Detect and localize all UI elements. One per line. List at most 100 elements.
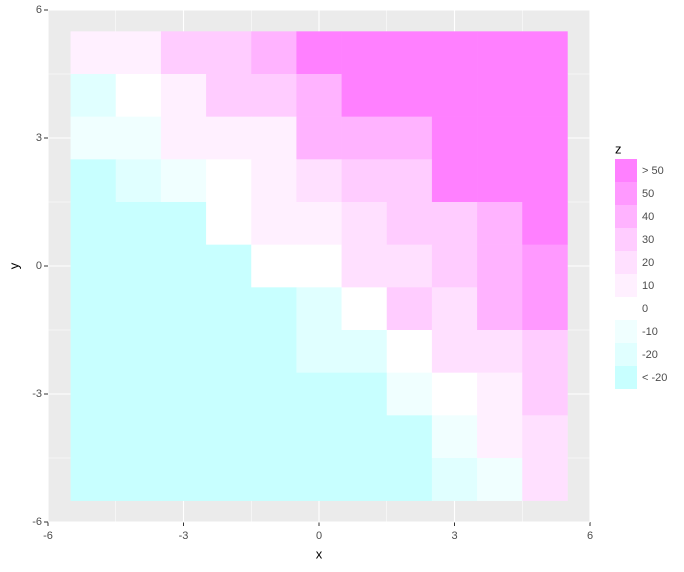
tile	[341, 287, 388, 331]
tile	[160, 330, 207, 373]
legend-key	[615, 320, 637, 343]
x-axis-label: x	[316, 546, 323, 561]
tile	[70, 330, 117, 373]
tile	[296, 159, 342, 203]
legend-key	[615, 159, 637, 182]
tile	[431, 415, 478, 459]
tile	[522, 74, 568, 117]
tile	[206, 31, 252, 75]
tile	[522, 31, 568, 75]
y-axis-label: y	[6, 262, 21, 269]
legend-label: 50	[642, 188, 654, 200]
tile	[386, 372, 433, 416]
tile	[341, 31, 388, 75]
legend-label: -10	[642, 326, 658, 338]
x-tick-label: -6	[43, 530, 53, 542]
tile	[386, 415, 433, 459]
tile	[341, 415, 388, 459]
tile	[251, 458, 297, 501]
legend-key	[615, 251, 637, 274]
tile	[251, 202, 297, 245]
tile	[431, 244, 478, 288]
tile	[115, 415, 162, 459]
tile	[70, 415, 117, 459]
y-tick-label: 6	[36, 4, 42, 16]
tile	[341, 458, 388, 501]
legend-key	[615, 343, 637, 366]
tile	[70, 74, 117, 117]
tile	[522, 202, 568, 245]
legend-title: z	[615, 141, 622, 156]
tile	[341, 372, 388, 416]
tile	[522, 415, 568, 459]
x-tick-label: -3	[179, 530, 189, 542]
tile	[522, 287, 568, 331]
tile	[522, 372, 568, 416]
y-tick-label: 0	[36, 260, 42, 272]
legend-label: 40	[642, 211, 654, 223]
tile	[431, 372, 478, 416]
tile	[296, 287, 342, 331]
tile	[431, 202, 478, 245]
tile	[206, 116, 252, 160]
tile	[160, 159, 207, 203]
tile	[160, 287, 207, 331]
tile	[296, 244, 342, 288]
tile	[70, 287, 117, 331]
tile	[477, 415, 523, 459]
x-tick-label: 3	[451, 530, 457, 542]
tile	[160, 116, 207, 160]
tile	[386, 74, 433, 117]
tile	[115, 287, 162, 331]
tile	[206, 159, 252, 203]
tile	[296, 116, 342, 160]
tile	[251, 244, 297, 288]
tile	[115, 116, 162, 160]
tile	[251, 116, 297, 160]
tile	[477, 74, 523, 117]
tile	[477, 330, 523, 373]
tile	[296, 415, 342, 459]
tile	[115, 202, 162, 245]
tile	[386, 116, 433, 160]
tile	[341, 74, 388, 117]
legend-label: 20	[642, 257, 654, 269]
tile	[431, 74, 478, 117]
tile	[386, 458, 433, 501]
y-tick-label: 3	[36, 132, 42, 144]
legend-key	[615, 228, 637, 251]
tile	[477, 458, 523, 501]
tile	[115, 159, 162, 203]
tile	[251, 415, 297, 459]
tile	[206, 458, 252, 501]
x-tick-label: 6	[587, 530, 593, 542]
tile	[477, 202, 523, 245]
tile	[477, 159, 523, 203]
tile	[115, 244, 162, 288]
tile	[341, 116, 388, 160]
tile	[296, 74, 342, 117]
tile	[431, 31, 478, 75]
legend-key	[615, 274, 637, 297]
tile	[431, 116, 478, 160]
tile	[477, 372, 523, 416]
tile	[386, 287, 433, 331]
tile	[115, 31, 162, 75]
tile	[341, 159, 388, 203]
tile	[115, 74, 162, 117]
tile	[477, 116, 523, 160]
legend-label: 30	[642, 234, 654, 246]
tile	[115, 330, 162, 373]
tile	[477, 31, 523, 75]
tile	[341, 244, 388, 288]
tile	[160, 372, 207, 416]
legend-label: 0	[642, 303, 648, 315]
tile	[160, 244, 207, 288]
tile	[206, 244, 252, 288]
tile	[206, 330, 252, 373]
tile	[431, 330, 478, 373]
legend-key	[615, 366, 637, 389]
tile	[70, 372, 117, 416]
tile	[296, 330, 342, 373]
